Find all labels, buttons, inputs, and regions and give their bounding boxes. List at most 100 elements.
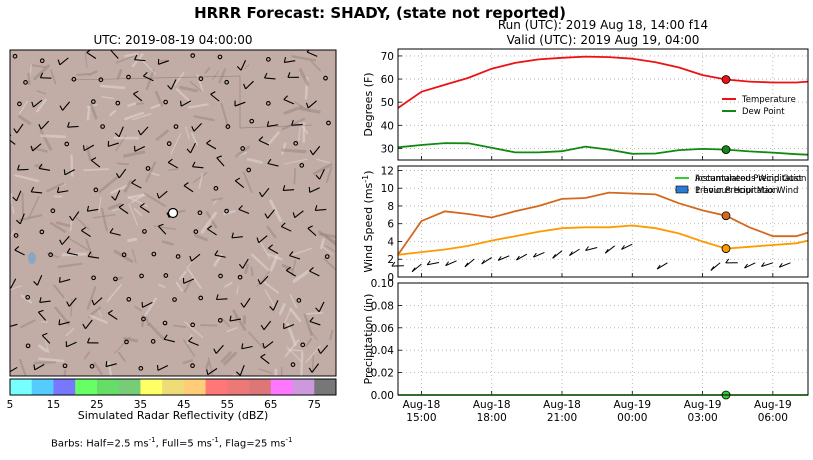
y-tick-label: 8 bbox=[387, 201, 394, 213]
calm-wind-circle bbox=[145, 166, 151, 171]
calm-wind-circle bbox=[217, 318, 223, 323]
wind-barb bbox=[167, 158, 179, 169]
calm-wind-circle bbox=[12, 53, 18, 59]
terrain-ridge bbox=[67, 236, 89, 251]
wind-barb bbox=[229, 315, 241, 322]
terrain-ridge bbox=[19, 319, 36, 329]
terrain-ridge bbox=[305, 338, 313, 347]
barb-feather bbox=[283, 57, 287, 63]
legend-label: Dew Point bbox=[742, 107, 785, 117]
calm-wind-circle bbox=[224, 79, 230, 85]
y-tick-label: 12 bbox=[381, 165, 394, 177]
calm-wind-circle bbox=[296, 298, 302, 303]
y-axis-label-text: Wind Speed (ms bbox=[362, 182, 375, 272]
terrain-ridge bbox=[155, 129, 169, 141]
barb-shaft bbox=[294, 210, 304, 218]
wind-barb bbox=[105, 361, 117, 368]
terrain-ridge bbox=[281, 263, 293, 271]
barb-feather bbox=[216, 155, 222, 159]
barb-shaft bbox=[87, 208, 99, 212]
meteogram-barb-feather bbox=[516, 255, 520, 261]
wind-barb bbox=[133, 90, 143, 102]
meteogram-barb bbox=[604, 245, 616, 254]
calm-wind-circle bbox=[224, 208, 229, 214]
barb-shaft bbox=[263, 320, 272, 331]
colorbar-swatch bbox=[249, 379, 272, 395]
wind-barb bbox=[235, 365, 245, 376]
barb-feather bbox=[38, 309, 44, 313]
barb-feather bbox=[91, 157, 97, 161]
calm-wind-circle bbox=[323, 75, 328, 81]
terrain-ridge bbox=[220, 351, 232, 363]
wind-barb bbox=[214, 250, 226, 258]
barb-shaft bbox=[231, 236, 243, 239]
wind-barb bbox=[37, 309, 47, 321]
barb-shaft bbox=[319, 169, 325, 180]
calm-wind-circle bbox=[13, 233, 19, 238]
terrain-ridge bbox=[284, 308, 292, 323]
terrain-ridge bbox=[192, 172, 208, 184]
map-frame bbox=[9, 49, 337, 377]
terrain-ridge bbox=[144, 316, 150, 327]
terrain-ridge bbox=[291, 55, 317, 62]
legend-label: Accumulated Precipitation bbox=[695, 174, 806, 184]
series-line bbox=[397, 224, 809, 256]
barb-shaft bbox=[163, 338, 175, 343]
calm-wind-circle bbox=[190, 53, 196, 58]
wind-barb bbox=[17, 164, 29, 171]
terrain-ridge bbox=[196, 74, 204, 92]
terrain-ridge bbox=[111, 207, 122, 212]
calm-wind-circle bbox=[126, 296, 132, 302]
barb-feather bbox=[137, 129, 142, 136]
barb-feather bbox=[158, 223, 164, 227]
terrain-ridge bbox=[258, 368, 273, 374]
wind-barb bbox=[287, 72, 299, 78]
county-border bbox=[69, 75, 313, 129]
barb-shaft bbox=[260, 356, 270, 365]
barb-feather bbox=[13, 128, 18, 134]
map-title: UTC: 2019-08-19 04:00:00 bbox=[93, 33, 253, 47]
terrain-ridge bbox=[11, 206, 15, 215]
calm-wind-circle bbox=[237, 274, 243, 280]
terrain-ridge bbox=[10, 192, 13, 205]
terrain-ridge bbox=[309, 329, 318, 341]
terrain-ridge bbox=[127, 237, 138, 243]
legend-swatch bbox=[675, 185, 689, 194]
terrain-ridge bbox=[179, 270, 187, 280]
terrain-ridge bbox=[264, 289, 275, 307]
y-tick-label: 0 bbox=[387, 272, 394, 284]
meteogram-barb-feather bbox=[532, 252, 537, 258]
calm-wind-circle bbox=[300, 342, 306, 348]
meteogram-barb-feather bbox=[497, 256, 502, 261]
barb-feather bbox=[139, 202, 145, 207]
barb-feather bbox=[267, 158, 272, 164]
meteogram-barb bbox=[498, 255, 510, 261]
terrain-ridge bbox=[205, 361, 210, 370]
terrain-ridge bbox=[267, 131, 280, 146]
wind-barb bbox=[86, 50, 97, 59]
meteogram-barb bbox=[533, 252, 545, 258]
calm-wind-circle bbox=[190, 322, 196, 328]
series-line bbox=[397, 142, 809, 156]
barb-shaft bbox=[16, 123, 24, 134]
colorbar-frame bbox=[9, 378, 337, 396]
wind-barb bbox=[215, 294, 228, 301]
calm-wind-circle bbox=[198, 295, 204, 301]
terrain-ridge bbox=[101, 96, 115, 100]
barb-feather bbox=[258, 191, 263, 198]
terrain-ridge bbox=[218, 68, 227, 84]
wind-barb bbox=[81, 227, 91, 238]
terrain-ridge bbox=[70, 154, 74, 177]
terrain-ridge bbox=[161, 240, 174, 246]
barb-feather bbox=[107, 309, 113, 314]
barb-feather bbox=[131, 179, 137, 184]
wind-barb bbox=[238, 258, 249, 269]
terrain-ridge bbox=[246, 157, 263, 164]
wind-barb bbox=[317, 344, 329, 354]
terrain-ridge bbox=[304, 311, 324, 315]
legend-label: Temperature bbox=[741, 95, 796, 105]
barb-feather bbox=[315, 174, 321, 180]
terrain-ridge bbox=[83, 168, 109, 172]
wind-barb bbox=[283, 95, 295, 105]
